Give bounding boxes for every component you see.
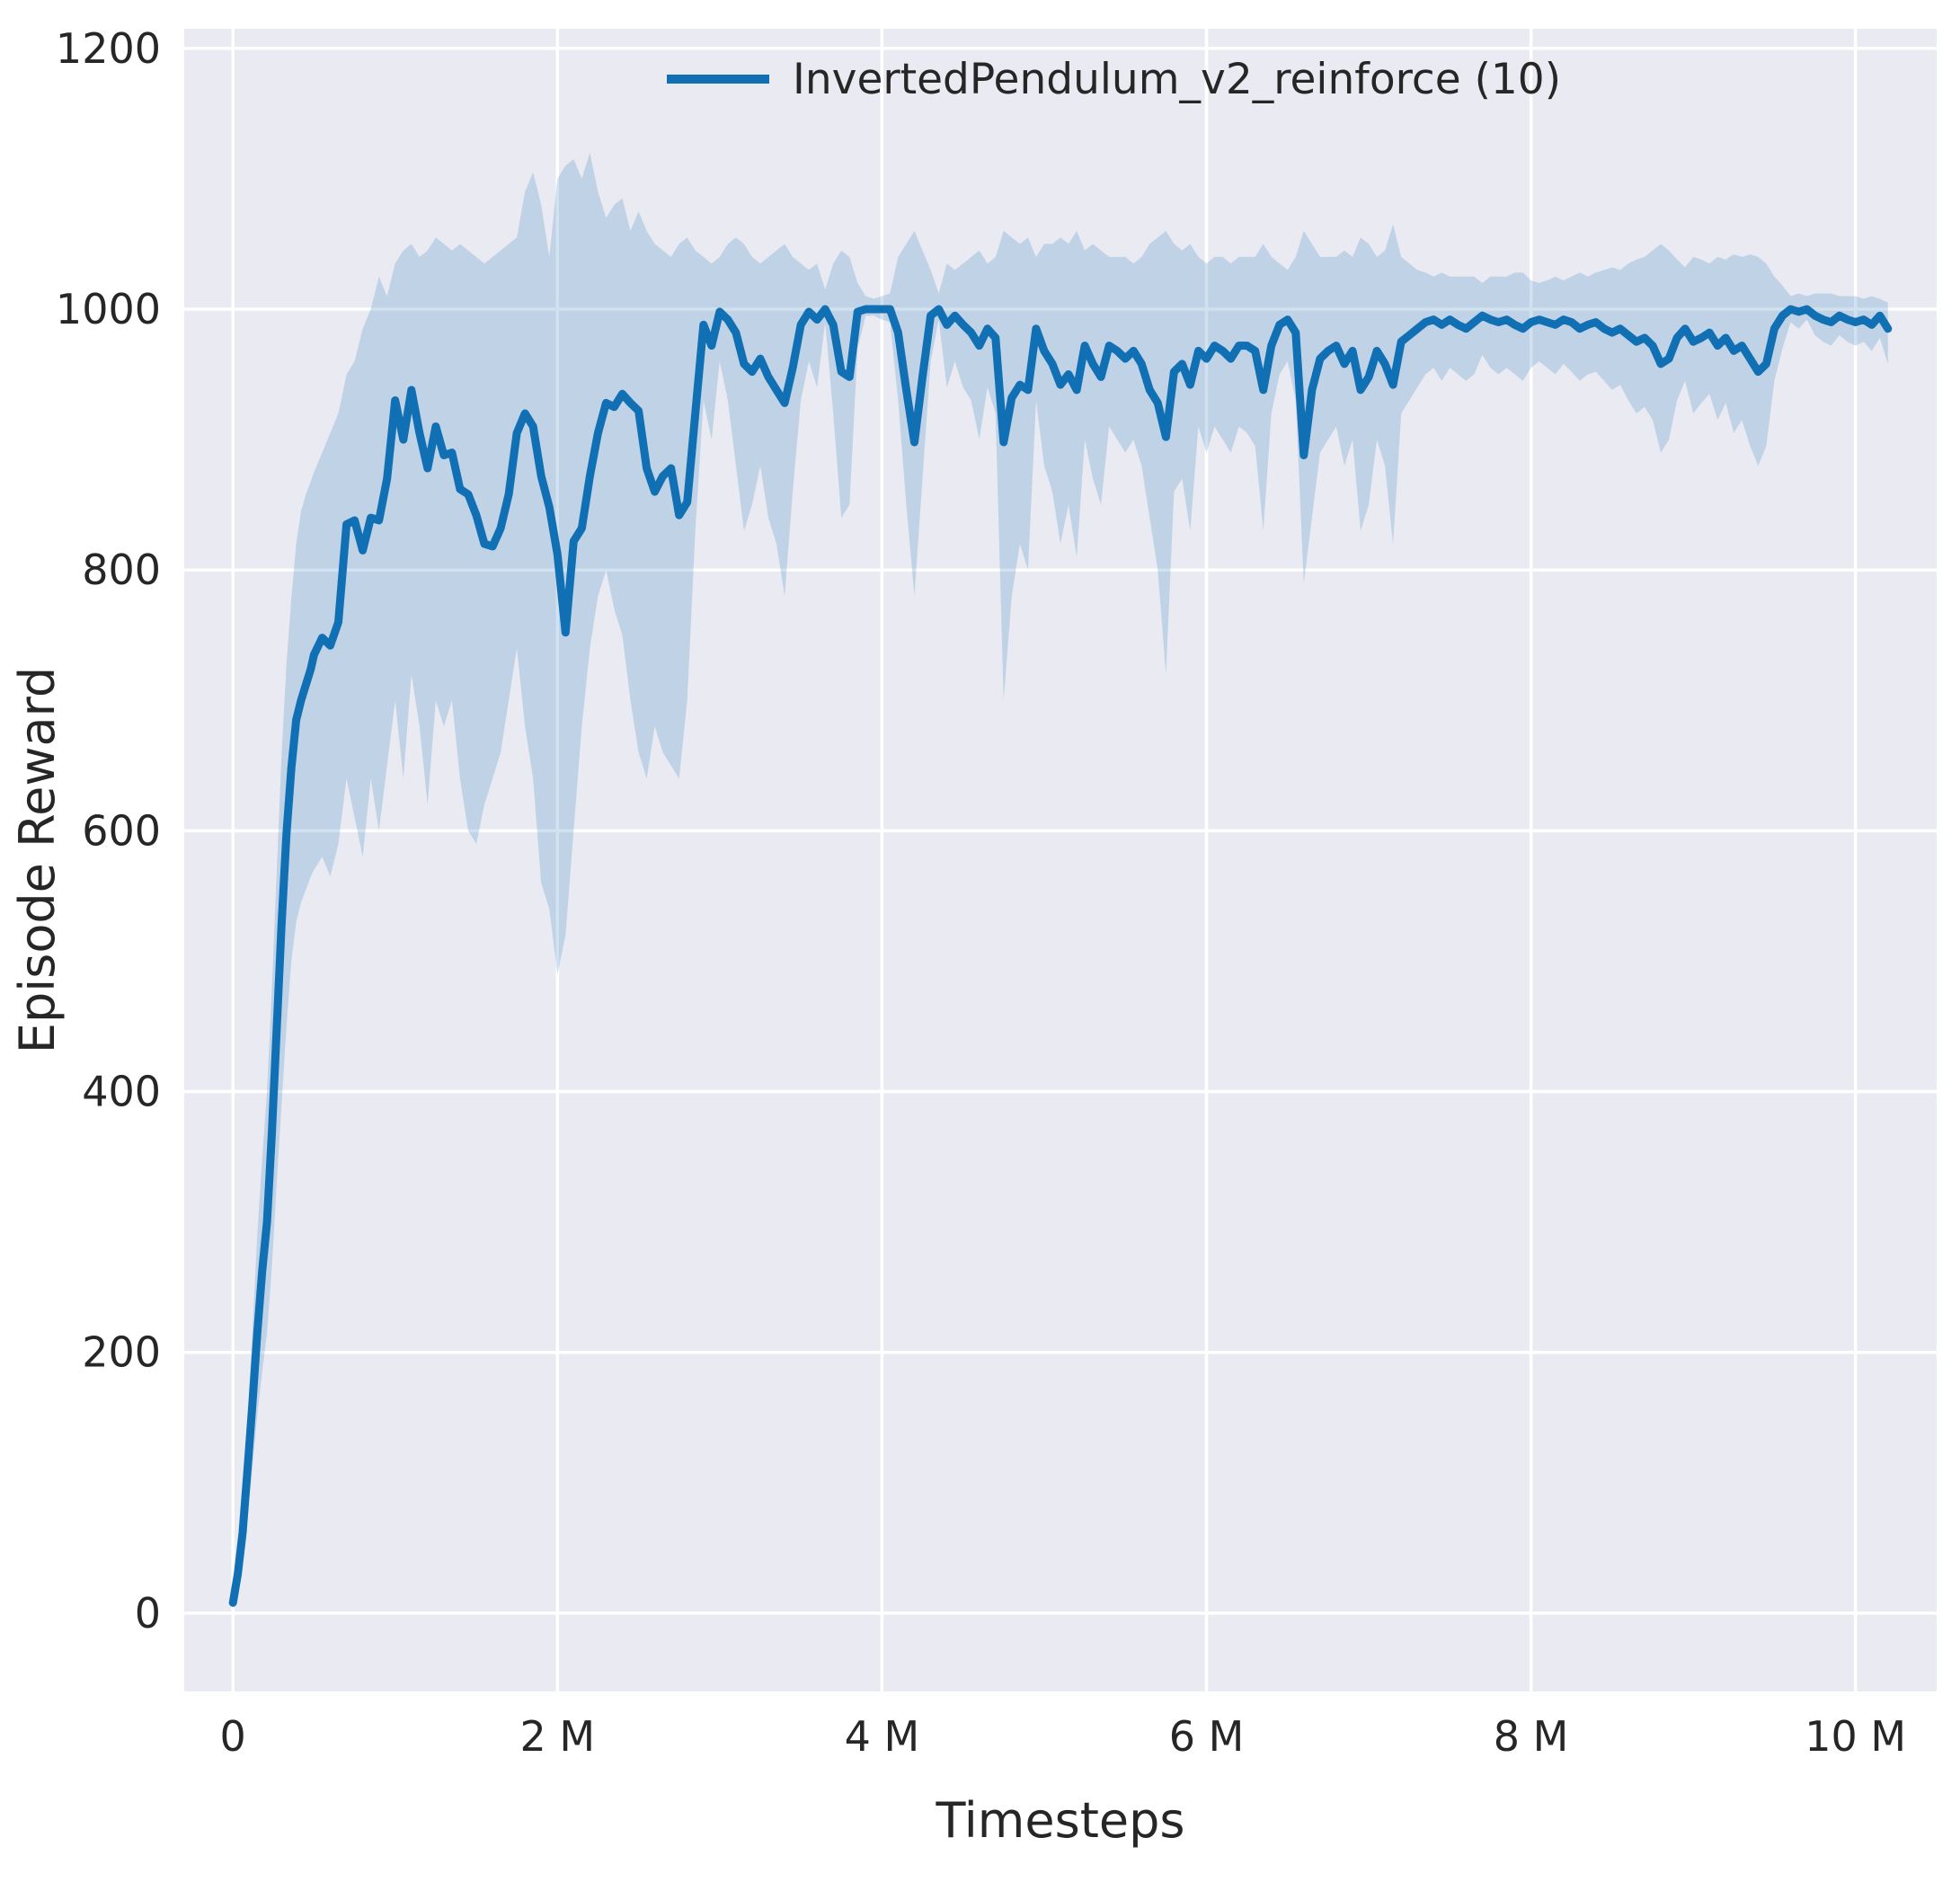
confidence-band [233, 152, 1888, 1607]
y-tick-label: 0 [135, 1589, 161, 1638]
x-tick-label: 4 M [845, 1712, 920, 1761]
plot-background [184, 29, 1937, 1691]
grid-lines [184, 29, 1937, 1691]
y-axis-label: Episode Reward [9, 667, 66, 1053]
legend: InvertedPendulum_v2_reinforce (10) [667, 55, 1561, 104]
y-tick-label: 200 [82, 1328, 161, 1377]
legend-label: InvertedPendulum_v2_reinforce (10) [793, 55, 1561, 104]
y-tick-label: 600 [82, 806, 161, 855]
y-tick-label: 1200 [56, 24, 161, 73]
x-tick-labels: 0 2 M 4 M 6 M 8 M 10 M [220, 1712, 1907, 1761]
x-tick-label: 8 M [1494, 1712, 1569, 1761]
x-tick-label: 6 M [1169, 1712, 1245, 1761]
mean-line [228, 305, 1893, 1607]
x-tick-label: 2 M [520, 1712, 596, 1761]
y-tick-label: 400 [82, 1068, 161, 1116]
x-tick-label: 10 M [1805, 1712, 1906, 1761]
y-tick-labels: 0 200 400 600 800 1000 1200 [56, 24, 161, 1638]
y-tick-label: 800 [82, 546, 161, 594]
y-tick-label: 1000 [56, 285, 161, 333]
x-tick-label: 0 [220, 1712, 246, 1761]
x-axis-label: Timesteps [935, 1792, 1184, 1849]
